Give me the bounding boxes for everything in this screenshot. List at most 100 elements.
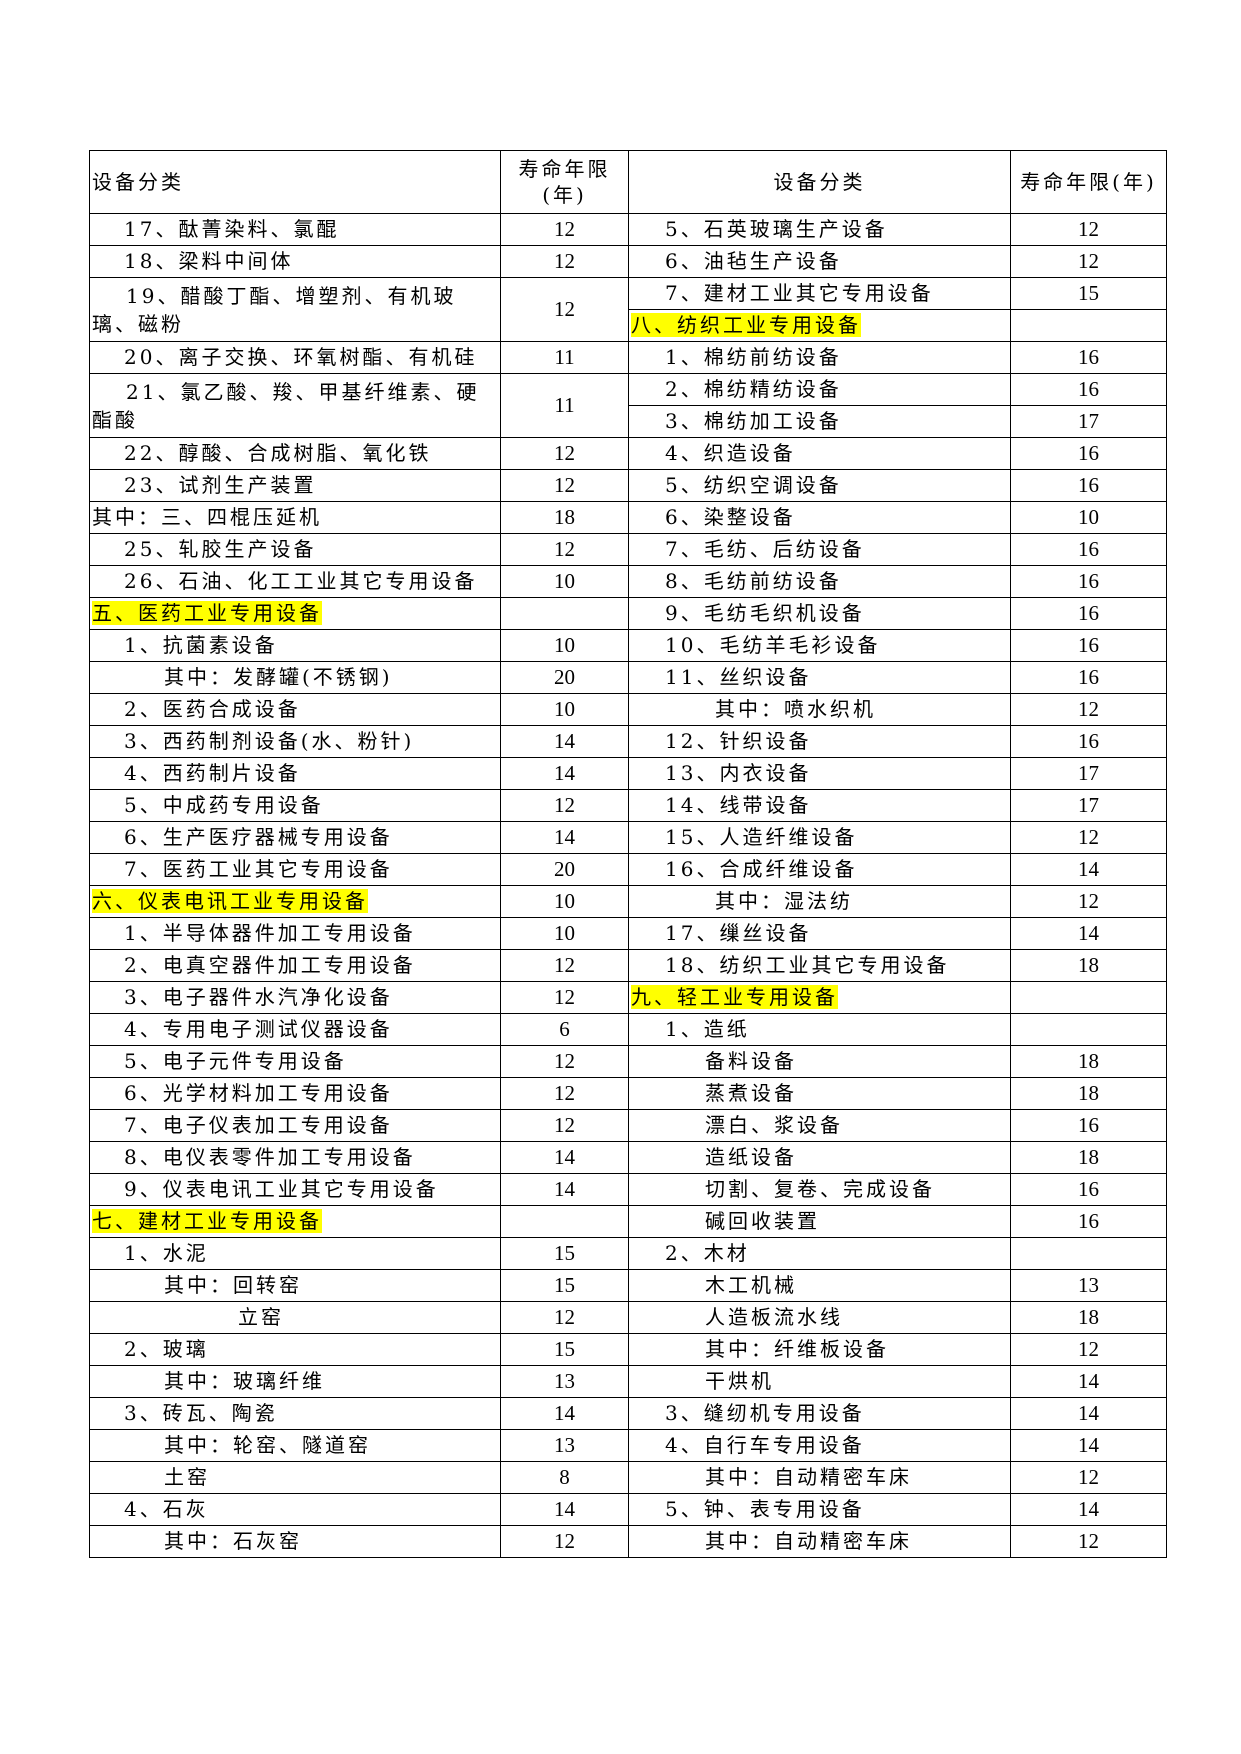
category-label: 2、医药合成设备	[124, 697, 301, 721]
category-cell-left: 26、石油、化工工业其它专用设备	[89, 565, 501, 598]
category-cell-right: 12、针织设备	[628, 725, 1011, 758]
category-label: 12、针织设备	[665, 729, 812, 753]
years-cell-left: 10	[500, 693, 629, 726]
category-label: 4、自行车专用设备	[665, 1433, 865, 1457]
category-cell-left: 立窑	[89, 1301, 501, 1334]
years-cell-right: 13	[1010, 1269, 1167, 1302]
years-cell-right: 12	[1010, 885, 1167, 918]
table-row: 其中：发酵罐(不锈钢) 20 11、丝织设备 16	[89, 661, 1167, 694]
category-cell-left: 21、氯乙酸、羧、甲基纤维素、硬酯酸	[89, 373, 501, 438]
years-cell-left: 15	[500, 1333, 629, 1366]
category-label: 6、染整设备	[665, 505, 796, 529]
section-heading: 七、建材工业专用设备	[92, 1209, 322, 1233]
table-row: 9、仪表电讯工业其它专用设备 14 切割、复卷、完成设备 16	[89, 1173, 1167, 1206]
years-cell-right: 14	[1010, 853, 1167, 886]
category-cell-right: 8、毛纺前纺设备	[628, 565, 1011, 598]
years-cell-left: 13	[500, 1429, 629, 1462]
category-cell-left: 22、醇酸、合成树脂、氧化铁	[89, 437, 501, 470]
years-cell-right: 12	[1010, 1525, 1167, 1558]
category-label: 9、仪表电讯工业其它专用设备	[124, 1177, 439, 1201]
category-label: 23、试剂生产装置	[124, 473, 317, 497]
category-label: 20、离子交换、环氧树酯、有机硅	[124, 345, 478, 369]
years-cell-right: 16	[1010, 373, 1167, 406]
years-cell-right	[1010, 1237, 1167, 1270]
category-label: 其中：纤维板设备	[705, 1337, 889, 1361]
category-label: 木工机械	[705, 1273, 797, 1297]
category-cell-left: 其中：三、四棍压延机	[89, 501, 501, 534]
equipment-lifespan-table: 设备分类 寿命年限(年) 设备分类 寿命年限(年) 17、酞菁染料、氯醌 12 5、…	[89, 150, 1167, 1558]
category-cell-right: 16、合成纤维设备	[628, 853, 1011, 886]
years-cell-left: 12	[500, 245, 629, 278]
category-cell-right: 6、染整设备	[628, 501, 1011, 534]
table-row: 5、电子元件专用设备 12 备料设备 18	[89, 1045, 1167, 1078]
table-row: 六、仪表电讯工业专用设备 10 其中：湿法纺 12	[89, 885, 1167, 918]
header-category-right: 设备分类	[628, 150, 1011, 214]
years-cell-left: 12	[500, 1045, 629, 1078]
table-row: 其中：轮窑、隧道窑 13 4、自行车专用设备 14	[89, 1429, 1167, 1462]
table-row: 3、砖瓦、陶瓷 14 3、缝纫机专用设备 14	[89, 1397, 1167, 1430]
category-cell-right: 其中：自动精密车床	[628, 1525, 1011, 1558]
table-row: 21、氯乙酸、羧、甲基纤维素、硬酯酸 11 2、棉纺精纺设备 16	[89, 373, 1167, 438]
table-row: 七、建材工业专用设备 碱回收装置 16	[89, 1205, 1167, 1238]
category-cell-right: 3、棉纺加工设备	[628, 405, 1011, 438]
years-cell-right: 15	[1010, 277, 1167, 310]
category-label: 其中：湿法纺	[715, 889, 853, 913]
category-label: 11、丝织设备	[665, 665, 812, 689]
years-cell-left: 12	[500, 981, 629, 1014]
header-category-left: 设备分类	[89, 150, 501, 214]
section-heading: 九、轻工业专用设备	[631, 985, 838, 1009]
category-cell-left: 18、梁料中间体	[89, 245, 501, 278]
category-cell-left: 3、西药制剂设备(水、粉针)	[89, 725, 501, 758]
category-cell-left: 1、半导体器件加工专用设备	[89, 917, 501, 950]
table-row: 23、试剂生产装置 12 5、纺织空调设备 16	[89, 469, 1167, 502]
category-cell-right: 11、丝织设备	[628, 661, 1011, 694]
category-label: 其中：玻璃纤维	[164, 1369, 325, 1393]
table-row: 2、玻璃 15 其中：纤维板设备 12	[89, 1333, 1167, 1366]
table-row: 7、电子仪表加工专用设备 12 漂白、浆设备 16	[89, 1109, 1167, 1142]
category-cell-left: 七、建材工业专用设备	[89, 1205, 501, 1238]
section-heading: 八、纺织工业专用设备	[631, 313, 861, 337]
header-years-right: 寿命年限(年)	[1010, 150, 1167, 214]
category-label: 其中：发酵罐(不锈钢)	[164, 665, 393, 689]
header-row: 设备分类 寿命年限(年) 设备分类 寿命年限(年)	[89, 150, 1167, 214]
table-row: 1、抗菌素设备 10 10、毛纺羊毛衫设备 16	[89, 629, 1167, 662]
category-label: 漂白、浆设备	[705, 1113, 843, 1137]
table-row: 7、医药工业其它专用设备 20 16、合成纤维设备 14	[89, 853, 1167, 886]
category-cell-left: 9、仪表电讯工业其它专用设备	[89, 1173, 501, 1206]
category-label: 6、油毡生产设备	[665, 249, 842, 273]
category-cell-right: 造纸设备	[628, 1141, 1011, 1174]
category-label: 21、氯乙酸、羧、甲基纤维素、硬酯酸	[92, 379, 480, 432]
years-cell-right: 16	[1010, 533, 1167, 566]
category-label: 1、抗菌素设备	[124, 633, 278, 657]
years-cell-right: 12	[1010, 213, 1167, 246]
years-cell-left: 10	[500, 885, 629, 918]
category-cell-right: 漂白、浆设备	[628, 1109, 1011, 1142]
table-row: 八、纺织工业专用设备	[90, 309, 1167, 342]
category-cell-left: 其中：石灰窑	[89, 1525, 501, 1558]
category-cell-left: 2、电真空器件加工专用设备	[89, 949, 501, 982]
years-cell-right	[1010, 981, 1167, 1014]
category-cell-left: 土窑	[89, 1461, 501, 1494]
table-row: 土窑 8 其中：自动精密车床 12	[89, 1461, 1167, 1494]
header-years-left: 寿命年限(年)	[500, 150, 629, 214]
table-row: 五、医药工业专用设备 9、毛纺毛织机设备 16	[89, 597, 1167, 630]
section-heading: 五、医药工业专用设备	[92, 601, 322, 625]
years-cell-left: 18	[500, 501, 629, 534]
category-cell-right: 碱回收装置	[628, 1205, 1011, 1238]
category-label: 1、水泥	[124, 1241, 209, 1265]
category-label: 造纸设备	[705, 1145, 797, 1169]
years-cell-right: 16	[1010, 341, 1167, 374]
category-cell-left: 六、仪表电讯工业专用设备	[89, 885, 501, 918]
years-cell-left: 12	[500, 1301, 629, 1334]
category-label: 其中：三、四棍压延机	[92, 505, 322, 529]
category-label: 14、线带设备	[665, 793, 812, 817]
table-row: 6、生产医疗器械专用设备 14 15、人造纤维设备 12	[89, 821, 1167, 854]
category-label: 人造板流水线	[705, 1305, 843, 1329]
category-label: 其中：石灰窑	[164, 1529, 302, 1553]
category-cell-right: 其中：喷水织机	[628, 693, 1011, 726]
table-row: 6、光学材料加工专用设备 12 蒸煮设备 18	[89, 1077, 1167, 1110]
table-row: 22、醇酸、合成树脂、氧化铁 12 4、织造设备 16	[89, 437, 1167, 470]
years-cell-right: 14	[1010, 1429, 1167, 1462]
category-cell-right: 6、油毡生产设备	[628, 245, 1011, 278]
category-cell-right: 其中：湿法纺	[628, 885, 1011, 918]
